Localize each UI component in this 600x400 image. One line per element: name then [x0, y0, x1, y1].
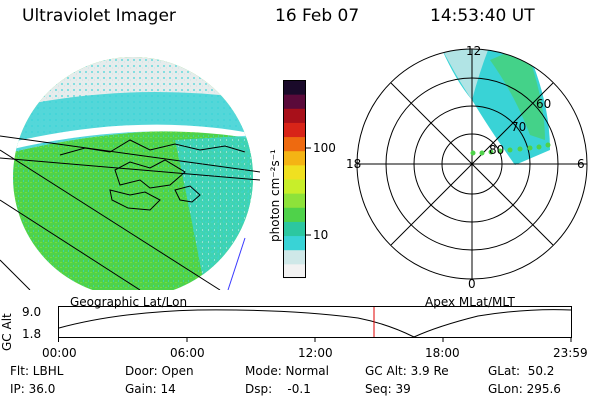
colorbar-band — [283, 263, 306, 279]
gain-info: Gain: 14 — [125, 382, 176, 396]
dsp-info: Dsp: -0.1 — [245, 382, 311, 396]
colorbar-band — [283, 150, 306, 166]
x-tick-0600: 06:00 — [170, 346, 205, 360]
colorbar-band — [283, 108, 306, 123]
altitude-ylabel: GC Alt — [0, 313, 14, 351]
gc-alt-info: GC Alt: 3.9 Re — [365, 364, 449, 378]
mlt-label-12: 12 — [466, 44, 482, 58]
glon-info: GLon: 295.6 — [488, 382, 561, 396]
geographic-image — [0, 57, 260, 290]
lat-label-70: 70 — [511, 120, 527, 134]
polar-panel-title: Apex MLat/MLT — [425, 295, 515, 309]
colorbar-band — [283, 164, 306, 180]
colorbar-tick-10: 10 — [313, 228, 329, 242]
colorbar-band — [283, 136, 306, 152]
mode-info: Mode: Normal — [245, 364, 329, 378]
colorbar-band — [283, 94, 306, 109]
time-label: 14:53:40 UT — [430, 6, 535, 26]
mlt-label-0: 0 — [468, 277, 476, 291]
colorbar-tick-100: 100 — [313, 141, 336, 155]
colorbar-band — [283, 249, 306, 265]
altitude-plot — [58, 306, 572, 342]
colorbar-band — [283, 193, 306, 208]
colorbar-band — [283, 80, 306, 95]
instrument-title: Ultraviolet Imager — [22, 6, 176, 26]
filter-info: Flt: LBHL — [10, 364, 64, 378]
altitude-y-high: 9.0 — [22, 305, 42, 319]
colorbar-band — [283, 221, 306, 237]
lat-label-80: 80 — [489, 143, 505, 157]
mlt-label-6: 6 — [577, 157, 585, 171]
ip-info: IP: 36.0 — [10, 382, 56, 396]
altitude-y-low: 1.8 — [22, 327, 42, 341]
seq-info: Seq: 39 — [365, 382, 411, 396]
date-label: 16 Feb 07 — [275, 6, 360, 26]
polar-plot — [356, 48, 588, 280]
mlt-label-18: 18 — [346, 157, 362, 171]
x-tick-1800: 18:00 — [425, 346, 460, 360]
lat-label-60: 60 — [536, 97, 552, 111]
geographic-panel-title: Geographic Lat/Lon — [70, 295, 188, 309]
colorbar-unit-label: photon cm⁻²s⁻¹ — [268, 149, 282, 242]
glat-info: GLat: 50.2 — [488, 364, 555, 378]
door-info: Door: Open — [125, 364, 194, 378]
x-tick-1200: 12:00 — [298, 346, 333, 360]
x-tick-0000: 00:00 — [42, 346, 77, 360]
colorbar-band — [283, 235, 306, 251]
colorbar-band — [283, 179, 306, 194]
colorbar-ticks — [306, 147, 311, 236]
x-tick-2359: 23:59 — [553, 346, 588, 360]
colorbar-band — [283, 122, 306, 138]
colorbar-band — [283, 207, 306, 222]
colorbar — [283, 80, 306, 279]
